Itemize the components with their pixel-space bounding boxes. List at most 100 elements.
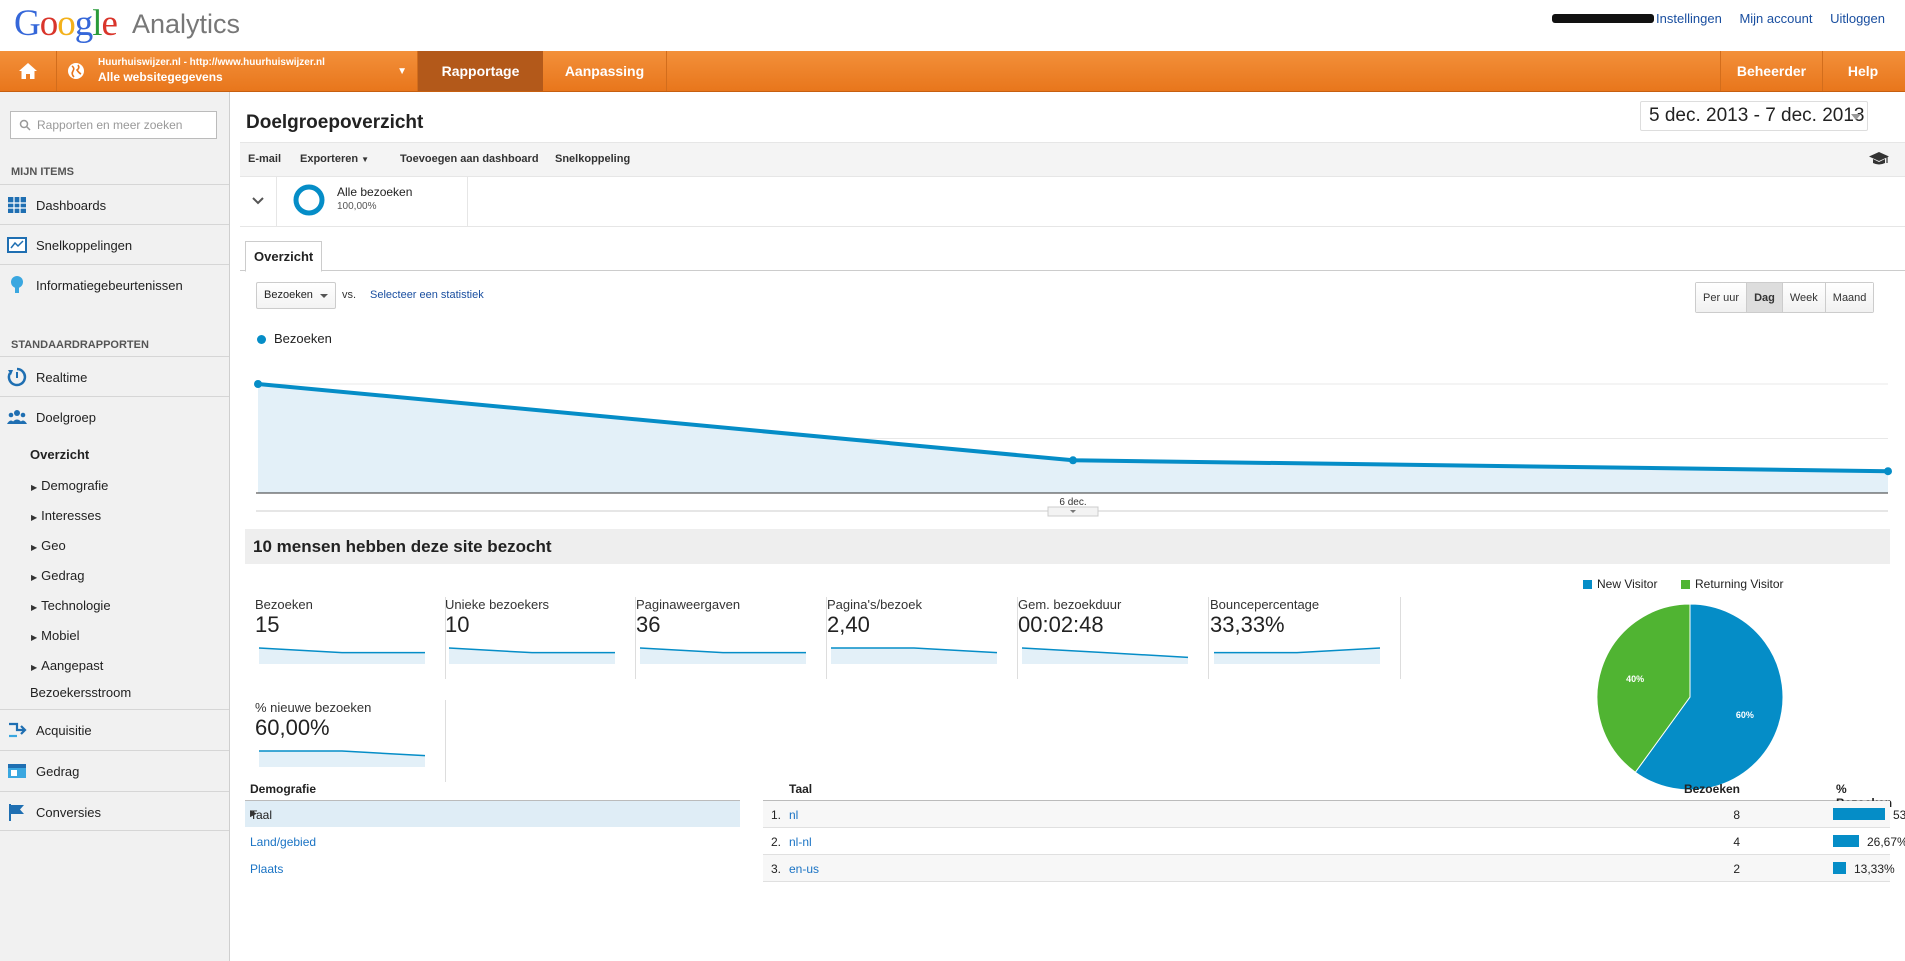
- metric-select-value: Bezoeken: [264, 289, 313, 301]
- demographics-table: Demografie Taal ▶ Land/gebied Plaats: [245, 782, 740, 882]
- metric-tile[interactable]: % nieuwe bezoeken 60,00%: [255, 700, 446, 782]
- sidebar-sub-behavior[interactable]: ▶ Gedrag: [31, 568, 85, 583]
- demographics-row-city[interactable]: Plaats: [245, 855, 740, 882]
- tab-overview[interactable]: Overzicht: [245, 241, 323, 272]
- sidebar-item-audience[interactable]: Doelgroep: [0, 396, 229, 436]
- granularity-day[interactable]: Dag: [1746, 283, 1782, 312]
- pie-legend-returning: Returning Visitor: [1681, 577, 1784, 591]
- select-statistic-link[interactable]: Selecteer een statistiek: [370, 289, 484, 301]
- metric-tile[interactable]: Bezoeken 15: [255, 597, 446, 679]
- table-row[interactable]: 1. nl 8 53,33%: [763, 801, 1905, 828]
- visits-line-chart[interactable]: 5106 dec.: [230, 324, 1905, 524]
- sidebar-item-label: Acquisitie: [36, 723, 92, 738]
- metric-tile[interactable]: Unieke bezoekers 10: [445, 597, 636, 679]
- tab-rapportage[interactable]: Rapportage: [418, 51, 543, 91]
- granularity-month[interactable]: Maand: [1824, 283, 1874, 312]
- data-point[interactable]: [1884, 467, 1892, 476]
- metric-tile[interactable]: Bouncepercentage 33,33%: [1210, 597, 1401, 679]
- header-language: Taal: [789, 782, 813, 796]
- sparkline-area: [640, 648, 806, 664]
- data-point[interactable]: [1069, 456, 1077, 465]
- granularity-week[interactable]: Week: [1781, 283, 1825, 312]
- caret-right-icon: ▶: [31, 663, 38, 672]
- metric-tile[interactable]: Pagina's/bezoek 2,40: [827, 597, 1018, 679]
- home-button[interactable]: [0, 51, 57, 91]
- sidebar-item-shortcuts[interactable]: Snelkoppelingen: [0, 224, 229, 264]
- sparkline-line: [259, 750, 426, 757]
- sidebar-sub-interests[interactable]: ▶ Interesses: [31, 508, 101, 523]
- caret-right-icon: ▶: [31, 483, 38, 492]
- sparkline-line: [639, 647, 806, 654]
- metric-tile[interactable]: Gem. bezoekduur 00:02:48: [1018, 597, 1209, 679]
- demographics-row-country[interactable]: Land/gebied: [245, 828, 740, 855]
- sidebar-sub-custom[interactable]: ▶ Aangepast: [31, 658, 103, 673]
- sidebar-sub-technology[interactable]: ▶ Technologie: [31, 598, 111, 613]
- sidebar-sub-demographics[interactable]: ▶ Demografie: [31, 478, 108, 493]
- metric-tile[interactable]: Paginaweergaven 36: [636, 597, 827, 679]
- sidebar-item-label: Informatiegebeurtenissen: [36, 278, 183, 293]
- demographics-row-language[interactable]: Taal ▶: [245, 801, 740, 828]
- sidebar-item-label: Realtime: [36, 370, 88, 385]
- tab-aanpassing[interactable]: Aanpassing: [564, 63, 645, 79]
- granularity-hour[interactable]: Per uur: [1696, 283, 1747, 312]
- sparkline-line: [1021, 647, 1189, 659]
- metric-name: Bouncepercentage: [1210, 597, 1320, 612]
- sidebar-item-behavior[interactable]: Gedrag: [0, 750, 229, 790]
- search-input[interactable]: [35, 117, 214, 133]
- sidebar-sub-overview[interactable]: Overzicht: [30, 447, 90, 462]
- sidebar-sub-geo[interactable]: ▶ Geo: [31, 538, 66, 553]
- sidebar-sub-mobile[interactable]: ▶ Mobiel: [31, 628, 79, 643]
- segment-card[interactable]: Alle bezoeken 100,00%: [277, 176, 468, 226]
- settings-link[interactable]: Instellingen: [1656, 11, 1722, 26]
- visitor-type-pie-chart[interactable]: 60% 40%: [1590, 597, 1790, 797]
- sparkline-area: [259, 751, 425, 767]
- segment-ring-icon: [293, 184, 325, 216]
- sidebar-item-label: Doelgroep: [36, 410, 96, 425]
- sidebar-item-conversions[interactable]: Conversies: [0, 791, 229, 831]
- add-to-dashboard-button[interactable]: Toevoegen aan dashboard: [400, 153, 539, 165]
- my-account-link[interactable]: Mijn account: [1739, 11, 1813, 26]
- share-bar: [1833, 835, 1859, 847]
- account-selector[interactable]: Huurhuiswijzer.nl - http://www.huurhuisw…: [57, 51, 418, 91]
- date-range-picker[interactable]: 5 dec. 2013 - 7 dec. 2013: [1640, 101, 1868, 131]
- metric-select[interactable]: Bezoeken: [256, 282, 336, 309]
- pie-slice[interactable]: [1596, 603, 1691, 773]
- legend-marker: [257, 335, 266, 344]
- table-row[interactable]: 2. nl-nl 4 26,67%: [763, 828, 1905, 855]
- people-icon: [7, 410, 27, 424]
- data-point[interactable]: [254, 380, 262, 388]
- pie-legend-label: Returning Visitor: [1695, 577, 1784, 591]
- metric-name: Bezoeken: [255, 597, 313, 612]
- nav-divider: [1822, 51, 1823, 91]
- metric-name: % nieuwe bezoeken: [255, 700, 372, 715]
- sparkline: [448, 647, 615, 664]
- top-bar: Google Analytics Instellingen Mijn accou…: [0, 0, 1905, 51]
- sidebar-item-acquisition[interactable]: Acquisitie: [0, 709, 229, 749]
- granularity-toggle: Per uur Dag Week Maand: [1695, 282, 1875, 313]
- report-toolbar: E-mail Exporteren ▼ Toevoegen aan dashbo…: [240, 142, 1905, 177]
- language-link[interactable]: nl-nl: [789, 835, 812, 849]
- graduation-cap-icon[interactable]: [1869, 151, 1889, 167]
- segment-toggle[interactable]: [240, 176, 277, 226]
- sidebar-item-intelligence-events[interactable]: Informatiegebeurtenissen: [0, 264, 229, 304]
- tab-help[interactable]: Help: [1847, 63, 1879, 79]
- chevron-down-icon: ▼: [361, 155, 370, 164]
- sidebar-sub-visitor-flow[interactable]: Bezoekersstroom: [30, 685, 132, 700]
- sidebar-item-dashboards[interactable]: Dashboards: [0, 184, 229, 224]
- sidebar-sub-label: Demografie: [41, 478, 109, 493]
- pie-slice[interactable]: [1634, 603, 1784, 791]
- row-label: Plaats: [250, 862, 284, 876]
- sidebar-item-realtime[interactable]: Realtime: [0, 356, 229, 396]
- shortcut-button[interactable]: Snelkoppeling: [555, 153, 631, 165]
- email-button[interactable]: E-mail: [248, 153, 282, 165]
- language-link[interactable]: nl: [789, 808, 799, 822]
- google-logo[interactable]: Google: [14, 3, 118, 44]
- search-box[interactable]: [10, 111, 217, 139]
- export-button[interactable]: Exporteren ▼: [300, 153, 369, 165]
- table-row[interactable]: 3. en-us 2 13,33%: [763, 855, 1895, 882]
- tab-beheerder[interactable]: Beheerder: [1736, 63, 1807, 79]
- acquisition-arrow-icon: [9, 722, 27, 738]
- nav-divider: [666, 51, 667, 91]
- language-link[interactable]: en-us: [789, 862, 820, 876]
- logout-link[interactable]: Uitloggen: [1830, 11, 1885, 26]
